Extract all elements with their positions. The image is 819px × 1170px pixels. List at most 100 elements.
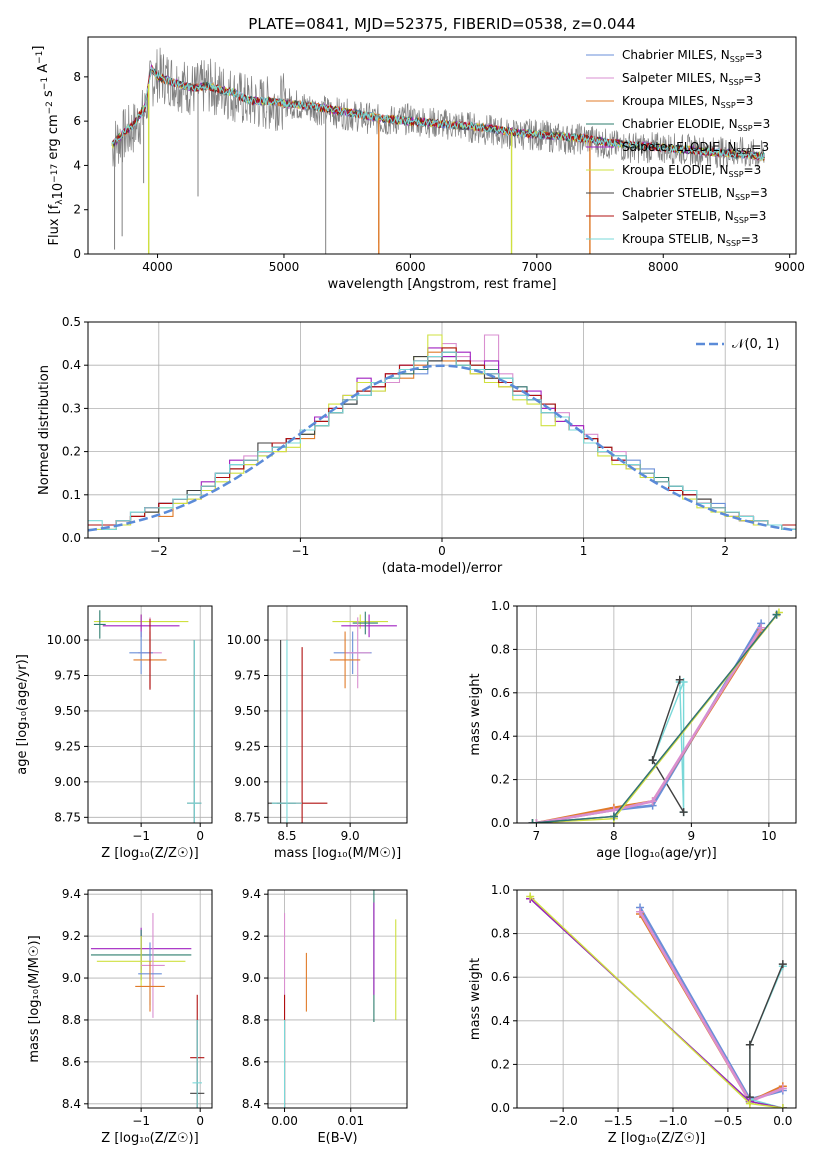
y-tick-label: 9.25 bbox=[234, 739, 261, 753]
y-tick-label: 9.50 bbox=[54, 704, 81, 718]
legend-suffix: =3 bbox=[753, 117, 771, 131]
y-axis-label-part: −17 bbox=[50, 164, 60, 183]
y-tick-label: 8.8 bbox=[62, 1013, 81, 1027]
y-tick-label: 8.6 bbox=[62, 1055, 81, 1069]
weight-vs-age-panel: 7 8 9 10 0.0 0.2 0.4 0.6 0.8 1.0 age [log₁₀(age/yr… bbox=[468, 599, 797, 861]
y-tick-label: 8.4 bbox=[62, 1097, 81, 1111]
x-axis-label: Z [log₁₀(Z/Z☉)] bbox=[608, 1131, 705, 1146]
y-tick-label: 9.4 bbox=[242, 887, 261, 901]
x-tick-label: 0.0 bbox=[773, 1114, 792, 1128]
legend-label: Kroupa STELIB, N bbox=[622, 232, 726, 246]
weight-point bbox=[778, 960, 787, 969]
plot-area bbox=[111, 47, 765, 254]
y-tick-label: 6 bbox=[73, 114, 81, 128]
weight-point bbox=[528, 819, 537, 823]
x-axis-label: Z [log₁₀(Z/Z☉)] bbox=[101, 1131, 198, 1146]
y-tick-label: 0.4 bbox=[491, 729, 510, 743]
weight-point bbox=[757, 623, 766, 632]
legend-label: Kroupa MILES, N bbox=[622, 94, 721, 108]
y-tick-label: 0.2 bbox=[491, 773, 510, 787]
weight-point bbox=[648, 756, 657, 765]
plot-area bbox=[528, 608, 783, 823]
y-tick-label: 9.0 bbox=[62, 971, 81, 985]
age-vs-Z-panel: −1 0 8.75 9.00 9.25 9.50 9.75 10.00 Z [log₁₀(Z/Z… bbox=[15, 605, 213, 861]
x-tick-label: 1 bbox=[580, 544, 588, 558]
y-tick-label: 9.75 bbox=[54, 668, 81, 682]
x-tick-label: 8 bbox=[610, 829, 618, 843]
y-tick-label: 0.2 bbox=[62, 445, 81, 459]
spectrum-panel: 4000 5000 6000 7000 8000 9000 0 2 4 6 8 wavelength … bbox=[31, 36, 805, 292]
x-axis-label: Z [log₁₀(Z/Z☉)] bbox=[101, 846, 198, 861]
weight-point bbox=[675, 675, 684, 684]
y-axis-label-part: Flux [f bbox=[47, 204, 62, 245]
axes-frame bbox=[516, 889, 797, 1109]
mass-vs-EBV-panel: 0.00 0.01 8.4 8.6 8.8 9.0 9.2 9.4 E(B-V) bbox=[242, 887, 408, 1146]
legend-entry: Salpeter ELODIE, NSSP=3 bbox=[622, 140, 769, 156]
y-tick-label: 8.75 bbox=[54, 810, 81, 824]
mass-vs-Z-panel: −1 0 8.4 8.6 8.8 9.0 9.2 9.4 Z [log₁₀(Z/Z☉)] mass… bbox=[27, 887, 213, 1146]
plot-area bbox=[90, 913, 205, 1108]
x-tick-label: −1 bbox=[132, 829, 150, 843]
y-tick-label: 9.2 bbox=[242, 929, 261, 943]
legend-entry: Chabrier STELIB, NSSP=3 bbox=[622, 186, 768, 202]
axes-frame bbox=[87, 889, 213, 1109]
x-tick-label: 7 bbox=[533, 829, 541, 843]
legend-entry: Salpeter MILES, NSSP=3 bbox=[622, 71, 761, 87]
y-tick-label: 9.2 bbox=[62, 929, 81, 943]
y-tick-label: 1.0 bbox=[491, 599, 510, 613]
x-tick-label: 8.5 bbox=[277, 829, 296, 843]
legend-suffix: =3 bbox=[744, 71, 762, 85]
y-axis-label-part: −1 bbox=[35, 51, 45, 64]
x-tick-label: 0.01 bbox=[337, 1114, 364, 1128]
weight-line-salpeter-miles bbox=[536, 627, 763, 823]
y-tick-label: 9.25 bbox=[54, 739, 81, 753]
axes-frame bbox=[516, 605, 797, 824]
x-tick-label: 0 bbox=[438, 544, 446, 558]
legend-subscript: SSP bbox=[738, 124, 753, 133]
weight-vs-Z-panel: −2.0 −1.5 −1.0 −0.5 0.0 0.0 0.2 0.4 0.6 0.8 1.0 Z [… bbox=[468, 883, 797, 1146]
legend-subscript: SSP bbox=[735, 193, 750, 202]
x-tick-label: 4000 bbox=[142, 260, 173, 274]
legend-label: Chabrier STELIB, N bbox=[622, 186, 735, 200]
y-tick-label: 0.6 bbox=[491, 686, 510, 700]
x-tick-label: 9 bbox=[688, 829, 696, 843]
x-axis-label: mass [log₁₀(M/M☉)] bbox=[274, 846, 401, 861]
y-axis-label: Normed distribution bbox=[37, 365, 52, 495]
y-axis-label: mass [log₁₀(M/M☉)] bbox=[27, 935, 42, 1062]
y-tick-label: 1.0 bbox=[491, 883, 510, 897]
y-tick-label: 8.8 bbox=[242, 1013, 261, 1027]
age-vs-mass-panel: 8.5 9.0 8.75 9.00 9.25 9.50 9.75 10.00 mass [log… bbox=[227, 605, 408, 861]
y-tick-label: 10.00 bbox=[47, 633, 81, 647]
legend-entry: Kroupa ELODIE, NSSP=3 bbox=[622, 163, 761, 179]
axes-frame bbox=[267, 889, 408, 1109]
weight-point bbox=[745, 1040, 754, 1049]
legend-suffix: =3 bbox=[751, 140, 769, 154]
x-axis-label: E(B-V) bbox=[317, 1131, 357, 1146]
y-tick-label: 8.4 bbox=[242, 1097, 261, 1111]
x-tick-label: −1 bbox=[132, 1114, 150, 1128]
x-tick-label: 9000 bbox=[774, 260, 805, 274]
legend-label: Chabrier ELODIE, N bbox=[622, 117, 738, 131]
plot-area bbox=[93, 610, 202, 823]
weight-point bbox=[648, 797, 657, 806]
legend-gaussian-label: 𝒩(0, 1) bbox=[732, 337, 779, 352]
y-axis-label-part: ] bbox=[31, 46, 46, 51]
legend-suffix: =3 bbox=[736, 94, 754, 108]
weight-line-kroupa-stelib bbox=[651, 681, 685, 813]
gaussian-curve bbox=[88, 364, 796, 532]
legend-subscript: SSP bbox=[729, 78, 744, 87]
legend-suffix: =3 bbox=[741, 232, 759, 246]
y-axis-label-part: λ bbox=[55, 199, 65, 205]
x-tick-label: −2 bbox=[150, 544, 168, 558]
plot-area bbox=[283, 890, 397, 1108]
y-axis-label-part: 10 bbox=[51, 183, 66, 200]
legend-label: Kroupa ELODIE, N bbox=[622, 163, 729, 177]
y-tick-label: 0.3 bbox=[62, 401, 81, 415]
y-tick-label: 0.0 bbox=[491, 1101, 510, 1115]
y-tick-label: 4 bbox=[73, 158, 81, 172]
x-tick-label: 2 bbox=[721, 544, 729, 558]
legend-entry: Chabrier MILES, NSSP=3 bbox=[622, 48, 762, 64]
y-tick-label: 0.2 bbox=[491, 1057, 510, 1071]
legend-suffix: =3 bbox=[744, 163, 762, 177]
